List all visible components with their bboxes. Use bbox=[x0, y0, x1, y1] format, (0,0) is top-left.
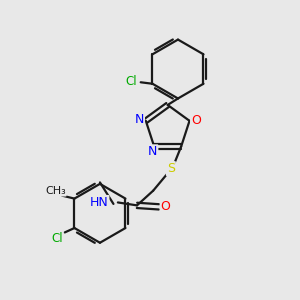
Text: HN: HN bbox=[90, 196, 108, 209]
Text: O: O bbox=[160, 200, 170, 213]
Text: O: O bbox=[191, 114, 201, 127]
Text: N: N bbox=[135, 113, 144, 126]
Text: CH₃: CH₃ bbox=[45, 186, 66, 196]
Text: Cl: Cl bbox=[125, 75, 137, 88]
Text: Cl: Cl bbox=[51, 232, 63, 245]
Text: N: N bbox=[148, 145, 158, 158]
Text: S: S bbox=[167, 162, 175, 175]
